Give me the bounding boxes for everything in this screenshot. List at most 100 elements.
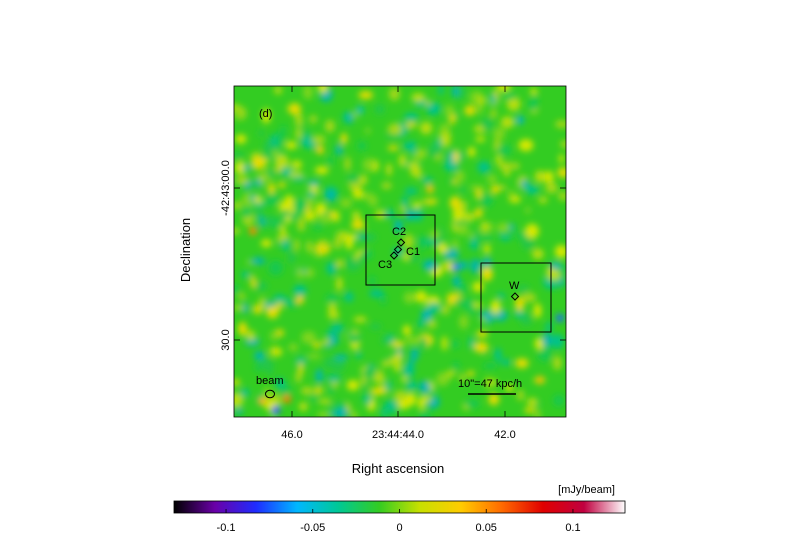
noise-blob — [506, 96, 521, 112]
noise-blob — [237, 321, 248, 336]
noise-blob — [553, 394, 565, 407]
noise-blob — [422, 259, 438, 272]
noise-blob — [296, 267, 304, 279]
noise-blob — [306, 353, 322, 359]
noise-blob — [239, 388, 250, 397]
noise-blob — [309, 395, 319, 401]
noise-blob — [402, 325, 411, 336]
noise-blob — [298, 401, 308, 412]
noise-blob — [559, 154, 565, 164]
noise-blob — [454, 298, 467, 306]
noise-blob — [323, 357, 337, 369]
noise-blob — [385, 163, 393, 177]
noise-blob — [440, 132, 451, 147]
noise-blob — [448, 177, 454, 184]
noise-blob — [352, 210, 361, 222]
noise-blob — [388, 87, 400, 101]
noise-blob — [496, 86, 511, 92]
noise-blob — [483, 362, 498, 369]
noise-blob — [468, 336, 475, 350]
noise-blob — [488, 222, 494, 233]
noise-blob — [555, 120, 566, 129]
noise-blob — [514, 296, 525, 312]
noise-blob — [498, 161, 513, 171]
noise-blob — [281, 239, 290, 251]
noise-blob — [421, 308, 433, 322]
noise-blob — [315, 166, 329, 175]
noise-blob — [327, 156, 334, 166]
noise-blob — [416, 167, 422, 180]
noise-blob — [518, 139, 534, 152]
noise-blob — [427, 143, 442, 157]
noise-blob — [265, 193, 280, 206]
noise-blob — [478, 95, 486, 105]
noise-blob — [490, 185, 500, 194]
noise-blob — [254, 195, 262, 204]
noise-blob — [335, 276, 343, 292]
noise-blob — [261, 108, 271, 124]
noise-blob — [393, 364, 402, 372]
noise-blob — [352, 188, 364, 199]
noise-blob — [526, 397, 538, 407]
noise-blob — [445, 261, 454, 273]
noise-blob — [258, 296, 266, 312]
noise-blob — [234, 304, 245, 311]
noise-blob — [500, 116, 515, 129]
noise-blob — [340, 132, 348, 145]
noise-blob — [344, 291, 354, 303]
noise-blob — [457, 222, 469, 236]
noise-blob — [275, 133, 286, 146]
noise-blob — [418, 396, 425, 410]
noise-blob — [477, 161, 491, 174]
noise-blob — [288, 103, 302, 115]
noise-blob — [334, 407, 349, 417]
noise-blob — [523, 407, 536, 414]
noise-blob — [235, 134, 247, 144]
x-tick-label-2: 23:44:44.0 — [372, 429, 424, 441]
noise-blob — [274, 347, 282, 356]
y-tick-label-2: 30.0 — [220, 329, 232, 350]
marker-w — [510, 292, 520, 301]
noise-blob — [234, 228, 242, 234]
noise-blob — [307, 180, 321, 186]
noise-blob — [280, 125, 287, 136]
noise-blob — [269, 330, 280, 341]
noise-blob — [458, 186, 466, 193]
noise-blob — [314, 386, 323, 395]
noise-blob — [295, 127, 302, 140]
noise-blob — [352, 111, 359, 119]
noise-blob — [254, 178, 262, 188]
noise-blob — [463, 212, 476, 222]
noise-blob — [381, 334, 389, 345]
intensity-map — [234, 86, 566, 417]
noise-blob — [254, 351, 265, 361]
noise-blob — [306, 190, 316, 198]
colorbar-tick-label-1: -0.1 — [217, 522, 236, 533]
noise-blob — [387, 123, 403, 135]
noise-blob — [516, 389, 525, 401]
noise-blob — [402, 142, 415, 150]
noise-blob — [238, 292, 245, 300]
noise-blob — [313, 223, 323, 230]
central-source-box — [365, 214, 436, 286]
noise-blob — [496, 222, 510, 233]
noise-blob — [407, 255, 421, 262]
noise-blob — [267, 361, 274, 376]
west-source-box — [480, 262, 552, 333]
noise-blob — [513, 309, 525, 318]
noise-blob — [552, 355, 562, 371]
noise-blob — [288, 343, 299, 352]
noise-accent — [452, 263, 460, 271]
noise-blob — [475, 136, 486, 142]
noise-blob — [485, 377, 492, 389]
noise-blob — [346, 379, 360, 391]
noise-blob — [394, 218, 403, 233]
noise-blob — [257, 130, 265, 137]
noise-blob — [288, 298, 299, 309]
noise-blob — [312, 342, 321, 349]
noise-blob — [333, 236, 342, 250]
y-axis-label: Declination — [178, 218, 193, 282]
noise-blob — [250, 257, 266, 265]
panel-label: (d) — [259, 108, 272, 120]
noise-blob — [369, 276, 376, 286]
